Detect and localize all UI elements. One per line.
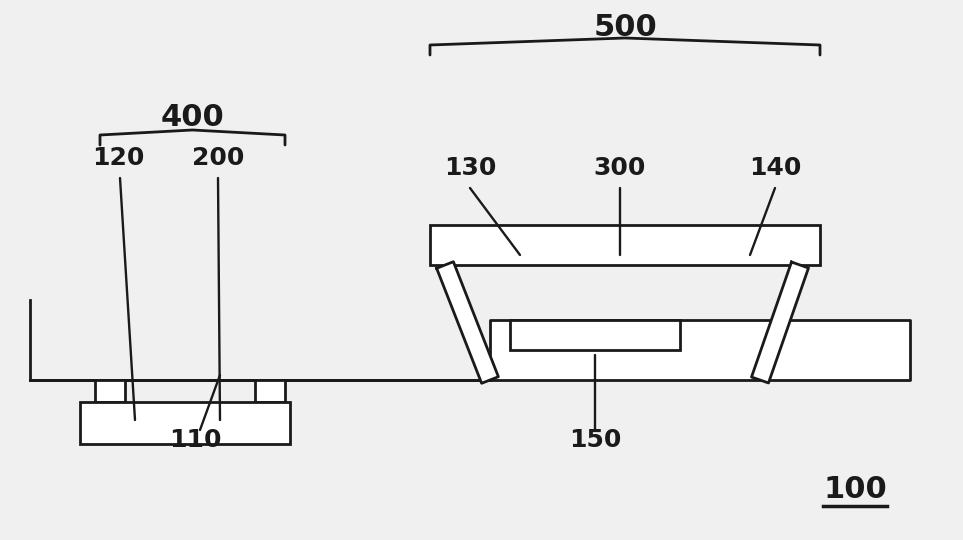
Text: 400: 400 [160,104,223,132]
Polygon shape [751,262,809,383]
Text: 110: 110 [169,428,221,452]
Bar [510,320,680,350]
Bar [430,225,820,265]
Polygon shape [436,262,499,383]
Text: 120: 120 [91,146,144,170]
Text: 100: 100 [823,476,887,504]
Bar [80,402,290,444]
Polygon shape [30,300,910,380]
Text: 500: 500 [593,14,657,43]
Text: 150: 150 [569,428,621,452]
Bar [255,380,285,402]
Text: 300: 300 [594,156,646,180]
Text: 130: 130 [444,156,496,180]
Text: 140: 140 [749,156,801,180]
Bar [95,380,125,402]
Text: 200: 200 [192,146,245,170]
